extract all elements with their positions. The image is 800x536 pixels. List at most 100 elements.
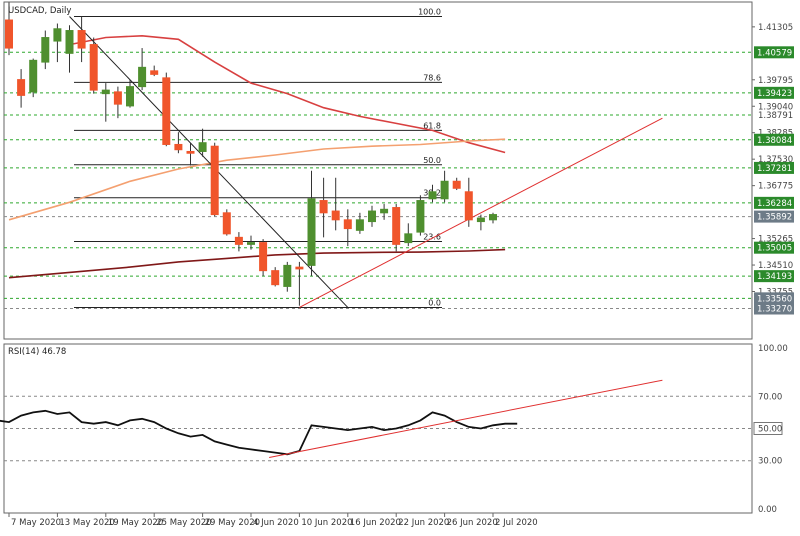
candle-body [222,212,231,235]
candle-body [138,66,147,88]
candle-body [307,198,316,266]
trend-line [299,117,663,308]
candle-body [319,200,328,214]
rsi-tick-label: 100.00 [758,344,788,354]
price-tick-label: 1.35265 [758,235,793,245]
level-label: 1.37281 [757,164,792,174]
candle-body [271,270,280,286]
candle-body [355,219,364,231]
candle-body [404,233,413,244]
candle-body [150,70,159,75]
price-pane-frame [3,1,753,340]
level-label: 1.39423 [757,89,792,99]
date-tick-label: 7 May 2020 [11,518,61,528]
level-label: 1.33270 [757,305,792,315]
candle-body [234,236,243,245]
level-label-box [754,133,794,146]
fib-level-label: 78.6 [423,73,441,82]
candle-body [41,37,50,63]
candle-body [368,210,376,223]
price-tick-label: 1.37530 [758,155,793,165]
candle-body [210,145,219,216]
price-tick-label: 1.39040 [758,102,793,112]
candle-body [65,30,74,54]
level-label: 1.38791 [758,111,793,121]
fib-level-label: 50.0 [423,156,441,165]
level-label-box [754,161,794,174]
candle-body [343,219,352,230]
candle-body [113,91,122,105]
date-tick-label: 29 May 2020 [205,518,260,528]
level-label-box [754,241,794,254]
level-label: 1.35892 [757,213,792,223]
level-label: 1.34193 [757,272,792,282]
level-label: 1.33560 [757,294,792,304]
date-tick-label: 16 Jun 2020 [350,518,401,528]
rsi-tick-label: 70.00 [758,392,782,402]
candle-body [464,191,473,221]
candle-body [5,19,13,49]
date-tick-label: 25 May 2020 [156,518,211,528]
date-tick-label: 19 May 2020 [108,518,163,528]
level-label-box [754,46,794,59]
level-label: 1.35005 [757,244,792,254]
level-label: 1.40579 [757,48,792,58]
candle-body [428,191,437,200]
candle-body [380,208,389,214]
candle-body [174,143,183,151]
level-label-box [754,196,794,209]
level-label-box [754,270,794,283]
rsi-tick-label: 50.00 [758,425,782,435]
moving-average-line [69,34,506,154]
date-tick-label: 13 May 2020 [59,518,114,528]
candle-body [440,180,449,200]
price-tick-label: 1.41305 [758,23,793,33]
date-tick-label: 2 Jul 2020 [495,518,538,528]
candle-body [452,180,461,189]
date-tick-label: 22 Jun 2020 [398,518,449,528]
moving-average-line [8,138,506,221]
price-tick-label: 1.38285 [758,129,793,139]
candle-body [17,79,26,96]
date-tick-label: 26 Jun 2020 [447,518,498,528]
candle-body [295,266,304,270]
candle-body [259,242,268,272]
candle-body [392,207,401,245]
fib-level-label: 0.0 [428,298,441,307]
level-label: 1.36284 [757,199,792,209]
candle-body [331,210,340,221]
fib-level-label: 23.6 [423,233,441,242]
rsi-line [0,409,518,456]
fib-level-label: 61.8 [423,121,441,130]
candle-body [283,264,292,287]
level-label: 1.38084 [757,136,792,146]
date-tick-label: 4 Jun 2020 [253,518,299,528]
candle-body [162,77,171,145]
rsi-title: RSI(14) 46.78 [8,347,66,357]
candle-body [29,59,38,93]
price-tick-label: 1.36775 [758,182,793,192]
rsi-tick-label: 0.00 [758,505,777,515]
level-label-box [754,292,794,305]
chart-title: USDCAD, Daily [8,6,71,16]
price-tick-label: 1.39795 [758,76,793,86]
trend-line [69,16,349,308]
price-tick-label: 1.34510 [758,261,793,271]
fib-level-label: 100.0 [418,8,441,17]
rsi-tick-label: 30.00 [758,457,782,467]
level-label-box [754,302,794,315]
moving-average-line [8,248,506,279]
level-label-box [754,210,794,223]
date-tick-label: 10 Jun 2020 [301,518,352,528]
candle-body [489,214,497,221]
candle-body [77,30,86,49]
candle-body [101,89,110,95]
candle-body [476,217,485,223]
rsi-trend-line [269,379,663,458]
candle-body [416,200,425,233]
rsi-level-box [753,422,783,435]
candle-body [247,242,255,245]
candle-body [198,142,207,152]
